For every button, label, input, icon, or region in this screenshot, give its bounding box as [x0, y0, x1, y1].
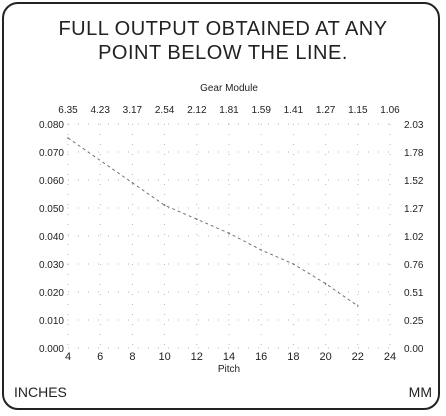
top-tick-label: 1.59 [251, 105, 271, 116]
tick-labels: 4 6.35 6 4.23 8 3.17 10 2.54 12 2.12 14 1.81 16 1.59 1… [39, 105, 424, 363]
y-tick-label-left: 0.020 [39, 288, 64, 299]
units-right-label: MM [408, 384, 432, 400]
y-tick-label-left: 0.040 [39, 232, 64, 243]
y-tick-label-right: 1.02 [404, 232, 424, 243]
x-tick-label: 16 [255, 351, 267, 363]
top-tick-label: 2.54 [155, 105, 175, 116]
x-tick-label: 14 [223, 351, 235, 363]
top-tick-label: 1.81 [219, 105, 239, 116]
top-axis-label: Gear Module [200, 83, 258, 94]
data-point [67, 137, 69, 139]
units-left-label: INCHES [14, 384, 67, 400]
x-tick-label: 10 [158, 351, 170, 363]
x-tick-label: 20 [319, 351, 331, 363]
top-tick-label: 6.35 [58, 105, 78, 116]
card-frame [2, 2, 440, 410]
data-point [228, 232, 230, 234]
data-point [357, 305, 359, 307]
y-tick-label-left: 0.010 [39, 316, 64, 327]
y-tick-label-left: 0.080 [39, 120, 64, 131]
y-tick-label-left: 0.000 [39, 344, 64, 355]
data-point [324, 282, 327, 285]
y-tick-label-right: 0.25 [404, 316, 424, 327]
x-tick-label: 8 [129, 351, 135, 363]
chart-title-line-1: FULL OUTPUT OBTAINED AT ANY [58, 18, 388, 40]
y-tick-label-right: 1.78 [404, 148, 424, 159]
x-tick-label: 6 [97, 351, 103, 363]
top-tick-label: 1.06 [380, 105, 400, 116]
y-tick-label-left: 0.070 [39, 148, 64, 159]
x-tick-label: 22 [352, 351, 364, 363]
top-tick-label: 2.12 [187, 105, 207, 116]
chart-title-line-2: POINT BELOW THE LINE. [98, 42, 348, 64]
y-tick-label-left: 0.050 [39, 204, 64, 215]
y-tick-label-right: 1.52 [404, 176, 424, 187]
top-tick-label: 1.27 [316, 105, 336, 116]
top-tick-label: 1.41 [284, 105, 304, 116]
top-tick-label: 4.23 [90, 105, 110, 116]
y-tick-label-right: 0.51 [404, 288, 424, 299]
y-tick-label-left: 0.060 [39, 176, 64, 187]
data-point [292, 263, 295, 265]
data-point [196, 218, 198, 220]
series-layer [67, 137, 359, 307]
y-tick-label-left: 0.030 [39, 260, 64, 271]
y-tick-label-right: 2.03 [404, 120, 424, 131]
y-tick-label-right: 1.27 [404, 204, 424, 215]
data-point [260, 249, 263, 251]
series-line [67, 137, 359, 307]
top-tick-label: 3.17 [123, 105, 143, 116]
grid [67, 123, 391, 349]
x-tick-label: 4 [65, 351, 71, 363]
x-tick-label: 18 [287, 351, 299, 363]
data-point [131, 182, 134, 184]
top-tick-label: 1.15 [348, 105, 368, 116]
x-axis-label: Pitch [218, 364, 240, 375]
data-point [163, 204, 166, 206]
x-tick-label: 24 [384, 351, 396, 363]
x-tick-label: 12 [191, 351, 203, 363]
y-tick-label-right: 0.00 [404, 344, 424, 355]
y-tick-label-right: 0.76 [404, 260, 424, 271]
